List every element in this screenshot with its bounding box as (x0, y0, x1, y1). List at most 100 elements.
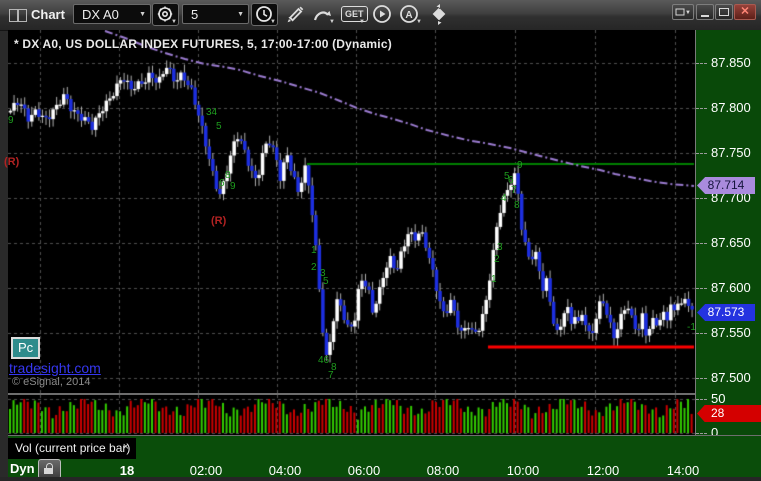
chart-annotation: 7 (511, 185, 517, 196)
clock-icon (252, 4, 277, 25)
maximize-button[interactable] (715, 4, 733, 20)
interval-value: 5 (191, 6, 199, 22)
price-tick-label: 87.600 (711, 280, 751, 295)
gear-icon (153, 4, 178, 25)
price-tick-mark (696, 243, 707, 244)
price-tick-label: 87.500 (711, 370, 751, 385)
price-tick-label: 87.800 (711, 100, 751, 115)
chart-annotation: 5 (504, 171, 510, 182)
title-bar[interactable]: Chart DX A0 ▼ ▼ 5 ▼ ▼ (0, 0, 761, 31)
chart-annotation: 4 (501, 193, 507, 204)
study-curve-button[interactable]: ▼ (311, 4, 335, 25)
volume-badge: 28 (697, 405, 761, 422)
svg-text:A: A (405, 10, 412, 21)
price-tick-mark (696, 153, 707, 154)
chart-annotation: 5 (323, 276, 329, 287)
esignal-copyright: © eSignal, 2014 (12, 376, 91, 388)
get-label: GET (341, 6, 368, 22)
chart-annotation: 8 (331, 362, 337, 373)
play-icon (371, 4, 393, 25)
chart-annotation: 2 (311, 262, 317, 273)
close-button[interactable]: ✕ (734, 4, 756, 20)
price-tick-mark (696, 108, 707, 109)
curve-arrow-icon (311, 4, 333, 25)
chart-annotation: -1 (687, 322, 696, 333)
price-tick-label: 87.650 (711, 235, 751, 250)
chart-annotation: 1 (311, 245, 317, 256)
chart-annotation: 9 (8, 115, 14, 126)
chart-annotation: 1 (491, 274, 497, 285)
auto-trade-button[interactable]: A ▼ (398, 4, 422, 25)
chevron-down-icon: ▼ (270, 19, 276, 25)
chevron-down-icon: ▼ (685, 10, 691, 16)
time-label: 02:00 (189, 463, 223, 478)
panel-separator[interactable] (8, 393, 695, 395)
chart-annotation: 3 (497, 242, 503, 253)
chevron-down-icon: ▼ (171, 19, 177, 25)
window-title: Chart (31, 7, 65, 22)
price-tick-label: 87.550 (711, 325, 751, 340)
chevron-down-icon: ▼ (237, 11, 244, 18)
interval-dropdown[interactable]: 5 ▼ (182, 4, 249, 24)
pc-badge: Pc (11, 337, 41, 359)
chevron-down-icon: ▼ (329, 19, 335, 25)
symbol-settings-button[interactable]: ▼ (152, 3, 179, 26)
time-label: 18 (119, 463, 135, 478)
axis-border (695, 30, 696, 477)
price-tick-mark (696, 63, 707, 64)
volume-tab-label: Vol (current price bar) (15, 441, 131, 455)
volume-panel[interactable] (8, 395, 695, 435)
price-tick-label: 87.850 (711, 55, 751, 70)
chart-annotation: (R) (4, 156, 20, 168)
time-label: 04:00 (268, 463, 302, 478)
close-icon: ✕ (740, 5, 750, 18)
volume-tick-label: 0 (711, 425, 719, 440)
symbol-dropdown[interactable]: DX A0 ▼ (73, 4, 151, 24)
volume-tick-mark (696, 433, 707, 434)
window-icon (9, 9, 27, 22)
volume-tab[interactable]: Vol (current price bar) × (8, 438, 136, 459)
swap-diamond-icon (428, 4, 450, 25)
get-data-button[interactable]: GET ▼ (341, 4, 368, 25)
price-tick-mark (696, 288, 707, 289)
candlestick-canvas[interactable] (8, 30, 695, 393)
price-tick-mark (696, 333, 707, 334)
play-button[interactable] (371, 4, 393, 24)
close-tab-icon[interactable]: × (122, 441, 129, 453)
chart-annotation: 7 (328, 370, 334, 381)
chart-annotation: 9 (517, 160, 523, 171)
time-label: 10:00 (506, 463, 540, 478)
scale-lock-button[interactable] (38, 459, 61, 479)
chart-annotation: 8 (514, 200, 520, 211)
maximize-icon (719, 8, 729, 16)
window-border (0, 477, 761, 481)
chart-annotation: 34 (206, 107, 218, 118)
restore-window-button[interactable]: ▼ (672, 4, 694, 20)
chart-annotation: (R) (211, 215, 227, 227)
chart-annotation: 9 (230, 181, 236, 192)
chart-annotation: 6 (508, 175, 514, 186)
volume-tick-label: 50 (711, 391, 726, 406)
chart-annotation: 6 (219, 178, 225, 189)
price-chart-panel[interactable]: * DX A0, US DOLLAR INDEX FUTURES, 5, 17:… (4, 30, 696, 393)
price-axis[interactable]: 87.850 87.800 87.750 87.700 87.650 87.600 87.5… (696, 30, 761, 439)
time-axis[interactable]: Vol (current price bar) × Dyn 18 02:00 04:… (8, 435, 761, 479)
minimize-button[interactable] (696, 4, 714, 20)
chart-annotation: 5 (216, 121, 222, 132)
price-tick-mark (696, 378, 707, 379)
price-tick-label: 87.750 (711, 145, 751, 160)
chevron-down-icon: ▼ (416, 19, 422, 25)
volume-canvas[interactable] (8, 395, 695, 435)
time-label: 08:00 (426, 463, 460, 478)
price-badge: 87.714 (697, 177, 755, 194)
compare-symbols-button[interactable] (428, 4, 450, 25)
draw-pencil-button[interactable] (283, 4, 305, 24)
time-template-button[interactable]: ▼ (251, 3, 278, 26)
chart-title-label: * DX A0, US DOLLAR INDEX FUTURES, 5, 17:… (14, 37, 392, 51)
chart-annotation: 3 (320, 268, 326, 279)
tradesight-link[interactable]: tradesight.com (9, 360, 101, 376)
time-label: 06:00 (347, 463, 381, 478)
padlock-icon (46, 463, 53, 469)
price-tick-mark (696, 198, 707, 199)
